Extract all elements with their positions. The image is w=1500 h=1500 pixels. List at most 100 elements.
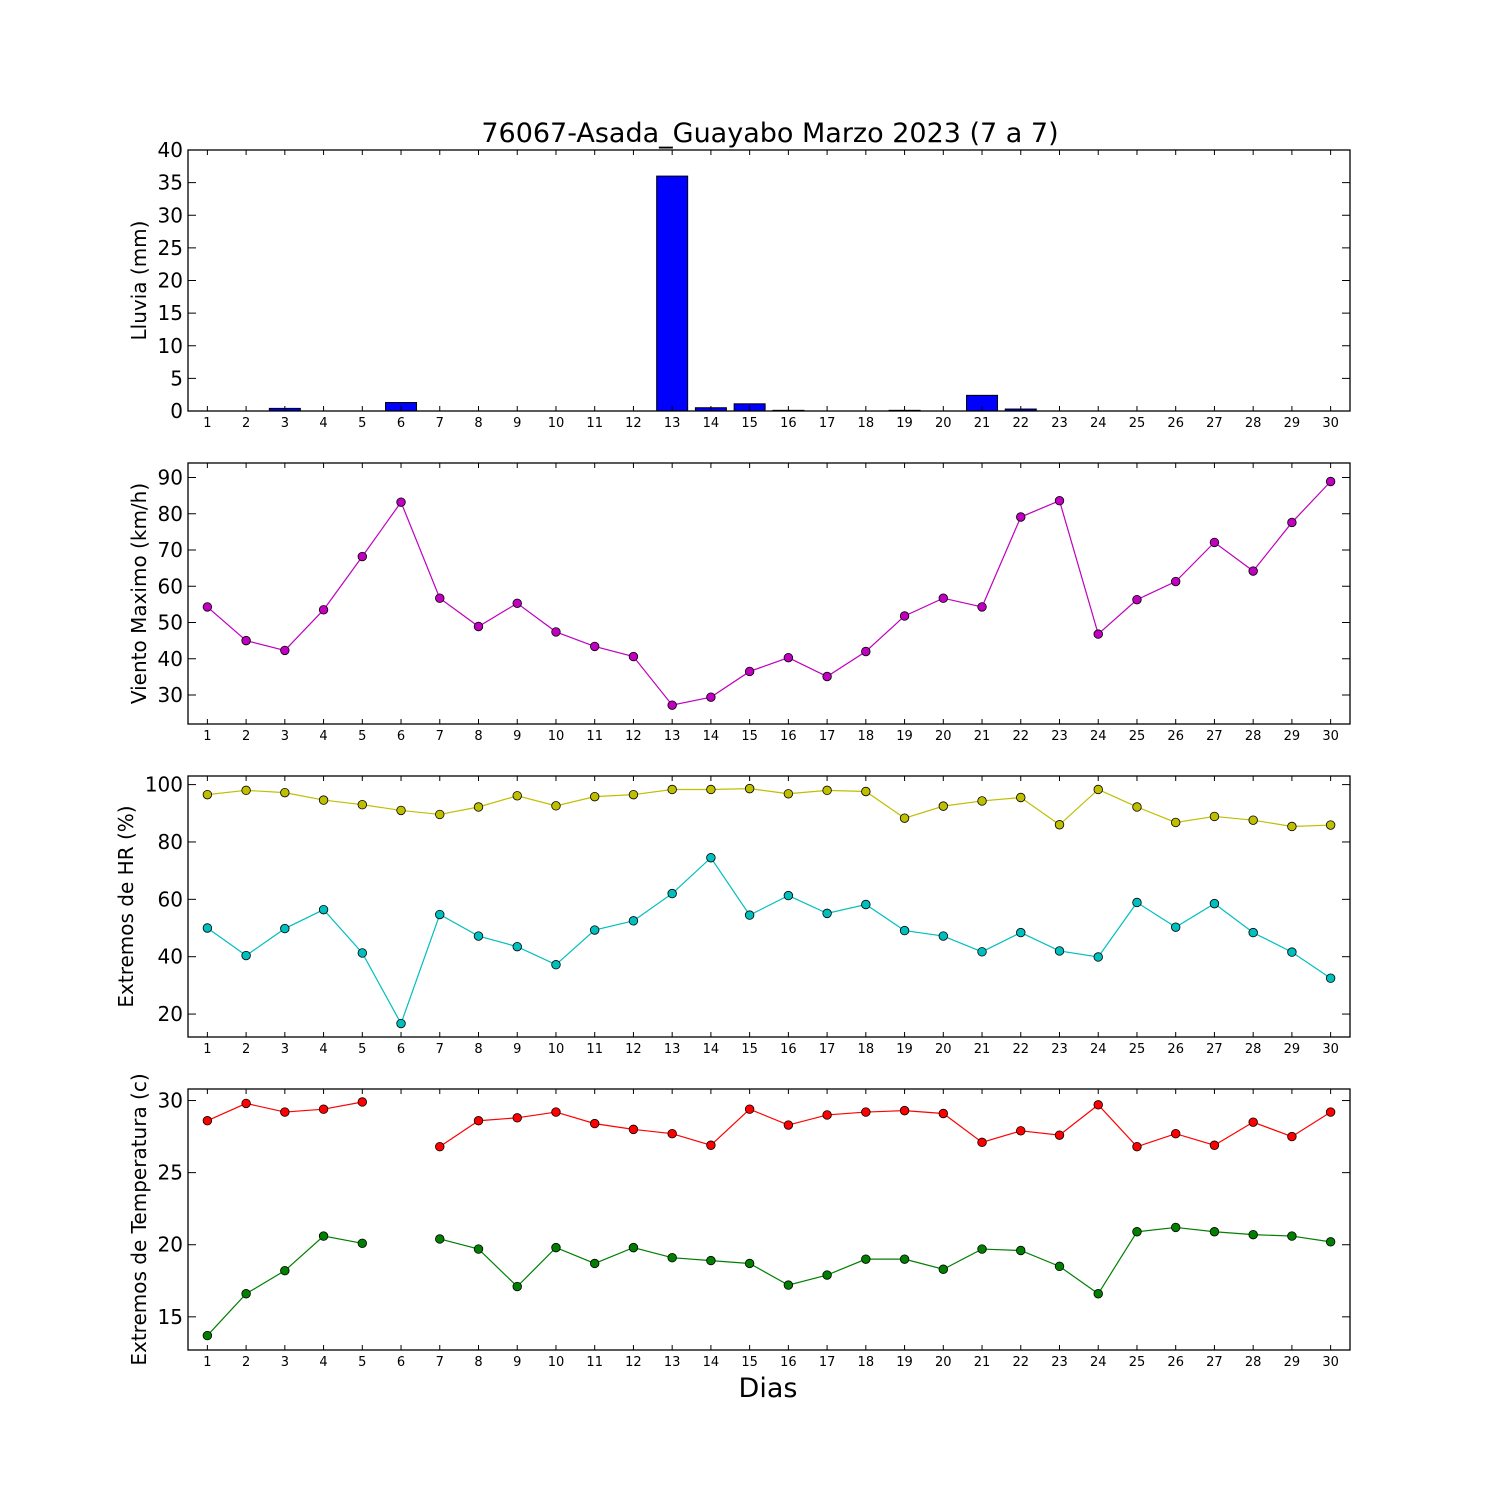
- x-tick-label: 18: [858, 416, 875, 431]
- x-tick-label: 17: [819, 416, 836, 431]
- x-tick-label: 30: [1322, 729, 1339, 744]
- x-tick-label: 23: [1051, 416, 1068, 431]
- plot-frame: [187, 1088, 1351, 1351]
- series-0-point-day-3: [280, 787, 290, 798]
- plot-frame: [187, 149, 1351, 412]
- series-0-point-day-26: [1170, 1128, 1181, 1139]
- x-tick-label: 22: [1012, 416, 1029, 431]
- series-0-point-day-7: [435, 593, 445, 603]
- series-1-point-day-9: [512, 941, 522, 952]
- series-0-point-day-22: [1016, 1126, 1026, 1136]
- x-tick-label: 7: [436, 416, 444, 431]
- series-0-point-day-1: [202, 1116, 213, 1126]
- x-tick-label: 26: [1167, 416, 1184, 431]
- bar-day-13: [656, 175, 689, 412]
- y-tick-label: 60: [158, 574, 183, 598]
- series-0-point-day-29: [1287, 1131, 1297, 1142]
- x-tick-label: 10: [548, 729, 565, 744]
- series-0-point-day-5: [357, 1097, 368, 1107]
- x-tick-label: 6: [397, 1355, 405, 1370]
- x-tick-label: 25: [1129, 416, 1146, 431]
- y-tick-label: 30: [158, 683, 183, 707]
- series-0-point-day-24: [1093, 629, 1103, 639]
- series-0-point-day-13: [667, 1128, 677, 1139]
- y-tick-label: 0: [170, 399, 183, 423]
- series-1-point-day-25: [1132, 897, 1142, 908]
- x-tick-label: 25: [1129, 1355, 1146, 1370]
- x-tick-label: 5: [358, 729, 366, 744]
- series-1-point-day-14: [706, 853, 716, 863]
- y-tick-label: 90: [158, 466, 183, 490]
- series-0-point-day-23: [1054, 820, 1065, 830]
- x-tick-label: 20: [935, 729, 952, 744]
- x-tick-label: 10: [548, 416, 565, 431]
- x-tick-label: 3: [281, 416, 289, 431]
- series-1-point-day-16: [783, 890, 794, 901]
- x-tick-label: 24: [1090, 416, 1107, 431]
- series-1-point-day-1: [202, 1330, 213, 1341]
- series-0-point-day-24: [1093, 784, 1103, 795]
- x-tick-label: 24: [1090, 1355, 1107, 1370]
- x-tick-label: 12: [625, 416, 642, 431]
- y-tick-label: 70: [158, 538, 183, 562]
- series-0-point-day-11: [590, 1118, 600, 1129]
- series-0-point-day-2: [241, 785, 251, 796]
- x-tick-label: 22: [1012, 1355, 1029, 1370]
- x-tick-label: 2: [242, 416, 250, 431]
- series-1-point-day-8: [473, 931, 484, 941]
- series-0-point-day-12: [628, 789, 639, 800]
- y-tick-label: 25: [158, 236, 183, 260]
- series-0-point-day-5: [357, 799, 368, 810]
- series-0-line-1: [439, 1104, 1331, 1148]
- series-0-point-day-17: [822, 785, 832, 796]
- y-tick-label: 15: [158, 301, 183, 325]
- series-0-point-day-12: [628, 1124, 639, 1135]
- series-0-point-day-2: [241, 635, 251, 646]
- x-tick-label: 4: [319, 1355, 327, 1370]
- x-tick-label: 4: [319, 416, 327, 431]
- series-0-point-day-10: [551, 1107, 561, 1117]
- series-0-point-day-23: [1054, 1130, 1065, 1140]
- series-1-point-day-18: [861, 899, 871, 910]
- x-tick-label: 26: [1167, 729, 1184, 744]
- series-0-point-day-28: [1248, 1117, 1258, 1127]
- series-1-point-day-10: [551, 960, 561, 970]
- x-tick-label: 15: [741, 1355, 758, 1370]
- x-tick-label: 20: [935, 1355, 952, 1370]
- series-0-point-day-26: [1170, 817, 1181, 828]
- x-tick-label: 4: [319, 729, 327, 744]
- panel-max-wind: 1 2 3 4 5 6 7 8 9 10 11 12 13 14 15 16 17 18 19 20 21 22 23 24 2…: [127, 462, 1351, 744]
- x-tick-label: 21: [974, 1042, 991, 1057]
- x-tick-label: 28: [1245, 1042, 1262, 1057]
- x-tick-label: 11: [586, 729, 603, 744]
- series-0-point-day-22: [1016, 792, 1026, 803]
- x-tick-label: 27: [1206, 416, 1223, 431]
- series-0-point-day-8: [473, 1116, 484, 1126]
- series-0-point-day-3: [280, 645, 290, 656]
- x-tick-label: 7: [436, 1355, 444, 1370]
- series-0-point-day-4: [318, 795, 329, 805]
- x-tick-label: 19: [896, 729, 913, 744]
- x-tick-label: 18: [858, 1355, 875, 1370]
- x-tick-label: 18: [858, 1042, 875, 1057]
- x-tick-label: 19: [896, 1042, 913, 1057]
- series-0-point-day-30: [1325, 820, 1336, 830]
- x-tick-label: 8: [474, 729, 482, 744]
- plot-frame: [187, 462, 1351, 725]
- series-0-point-day-24: [1093, 1100, 1103, 1110]
- x-tick-label: 9: [513, 1355, 521, 1370]
- x-tick-label: 24: [1090, 1042, 1107, 1057]
- series-1-point-day-20: [938, 1264, 949, 1274]
- series-0-point-day-3: [280, 1107, 290, 1117]
- x-tick-label: 24: [1090, 729, 1107, 744]
- y-tick-label: 80: [158, 830, 183, 854]
- series-0-point-day-20: [938, 1108, 949, 1119]
- series-0-point-day-15: [744, 783, 755, 794]
- y-tick-label: 20: [158, 1233, 183, 1257]
- x-tick-label: 16: [780, 416, 797, 431]
- x-tick-label: 1: [203, 1355, 211, 1370]
- panel-rainfall: 1 2 3 4 5 6 7 8 9 10 11 12 13 14 15 16 17 18 19 20 21 22 23 24 2…: [127, 138, 1351, 431]
- x-tick-label: 29: [1284, 1355, 1301, 1370]
- y-axis-label: Extremos de HR (%): [114, 805, 138, 1007]
